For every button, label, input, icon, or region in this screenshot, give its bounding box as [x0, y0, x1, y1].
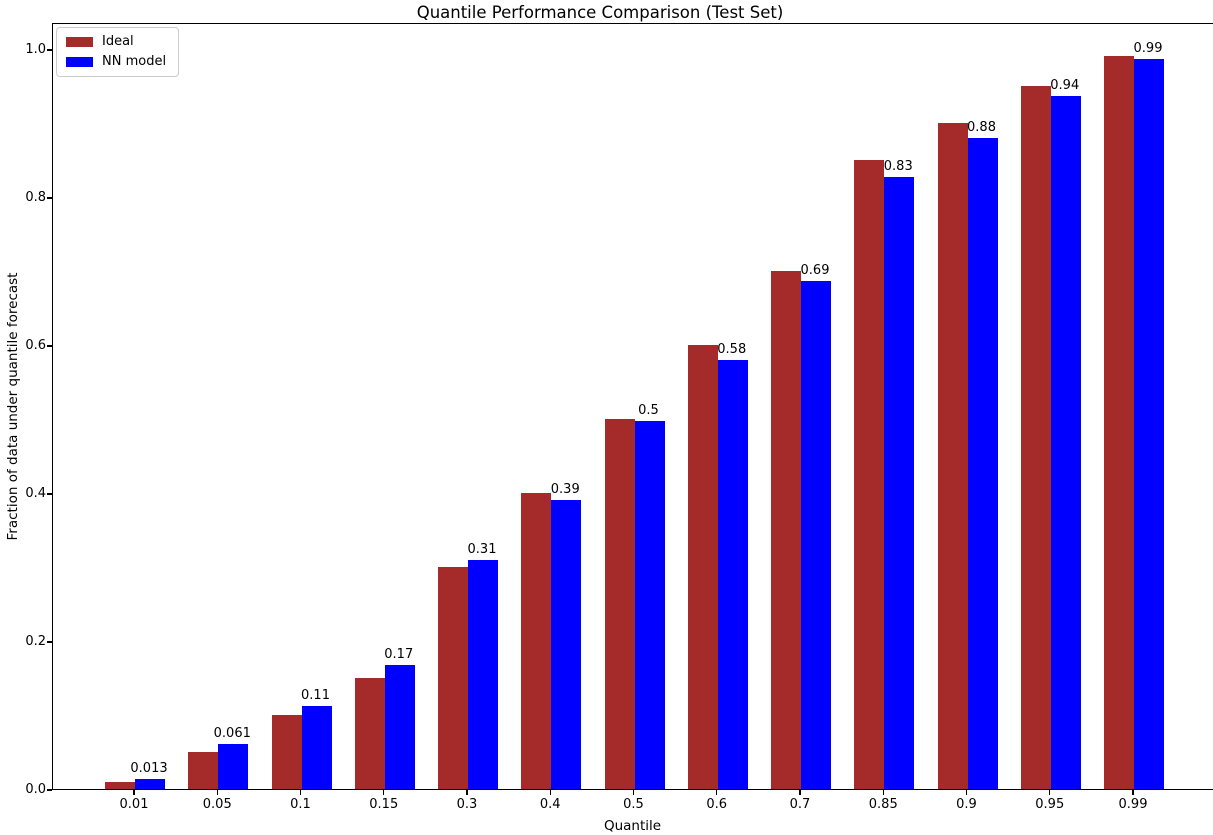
- x-tick-mark: [1049, 790, 1051, 795]
- bar-ideal: [188, 752, 219, 789]
- y-tick-mark: [47, 49, 52, 51]
- legend-swatch-ideal-icon: [66, 36, 93, 48]
- x-tick-mark: [549, 790, 551, 795]
- y-tick-label: 0.2: [25, 634, 46, 649]
- y-tick-label: 0.0: [25, 782, 46, 797]
- y-tick-mark: [47, 197, 52, 199]
- bar-nn-model: [551, 500, 582, 789]
- y-tick-mark: [47, 493, 52, 495]
- bar-ideal: [604, 419, 635, 789]
- bar-ideal: [1104, 56, 1134, 789]
- bar-nn-model: [1050, 96, 1081, 789]
- chart-title: Quantile Performance Comparison (Test Se…: [416, 3, 784, 22]
- bar-value-label: 0.061: [213, 725, 251, 741]
- x-tick-mark: [632, 790, 635, 795]
- bar-ideal: [1020, 86, 1051, 789]
- x-tick-label: 0.5: [623, 797, 644, 812]
- bar-ideal: [105, 781, 135, 789]
- bar-nn-model: [801, 280, 831, 789]
- y-axis-label: Fraction of data under quantile forecast: [4, 272, 21, 541]
- x-tick-mark: [466, 790, 468, 795]
- bar-value-label: 0.17: [384, 646, 414, 662]
- bar-value-label: 0.39: [550, 482, 580, 498]
- bar-nn-model: [468, 559, 498, 789]
- bar-value-label: 0.58: [717, 341, 747, 357]
- bar-value-label: 0.31: [467, 541, 497, 557]
- bar-nn-model: [1134, 58, 1164, 789]
- bar-nn-model: [884, 177, 915, 789]
- bar-nn-model: [135, 779, 165, 789]
- plot-area: [52, 23, 1213, 790]
- x-tick-mark: [1132, 790, 1134, 795]
- x-tick-mark: [882, 790, 884, 795]
- legend: Ideal NN model: [56, 27, 179, 77]
- bar-value-label: 0.88: [967, 119, 996, 135]
- bar-ideal: [771, 271, 801, 789]
- y-tick-label: 0.4: [25, 486, 46, 501]
- x-tick-label: 0.9: [956, 797, 977, 812]
- y-tick-label: 1.0: [25, 42, 46, 57]
- x-tick-label: 0.85: [868, 797, 898, 812]
- bar-ideal: [271, 715, 302, 789]
- x-tick-mark: [383, 790, 385, 795]
- bar-ideal: [438, 567, 468, 789]
- bar-value-label: 0.83: [883, 159, 913, 175]
- x-tick-label: 0.6: [706, 797, 728, 812]
- legend-item-nn-model: NN model: [66, 54, 178, 70]
- x-tick-label: 0.99: [1118, 797, 1148, 812]
- bar-ideal: [354, 678, 385, 789]
- x-tick-label: 0.7: [789, 797, 811, 812]
- y-tick-label: 0.8: [25, 190, 46, 205]
- x-tick-mark: [965, 790, 968, 795]
- x-tick-label: 0.01: [119, 797, 149, 812]
- x-tick-mark: [799, 790, 801, 795]
- bar-nn-model: [218, 743, 249, 789]
- x-tick-label: 0.3: [456, 797, 478, 812]
- legend-swatch-nn-model-icon: [66, 56, 93, 68]
- bar-nn-model: [634, 421, 665, 789]
- x-axis-label: Quantile: [603, 818, 662, 834]
- x-tick-label: 0.1: [290, 797, 311, 812]
- x-tick-mark: [716, 790, 718, 795]
- y-tick-mark: [47, 641, 52, 643]
- x-tick-label: 0.4: [539, 797, 561, 812]
- bar-value-label: 0.94: [1050, 78, 1080, 94]
- x-tick-label: 0.95: [1035, 797, 1065, 812]
- legend-item-ideal: Ideal: [66, 34, 178, 50]
- bar-ideal: [521, 493, 552, 789]
- y-tick-mark: [47, 789, 52, 791]
- x-tick-mark: [133, 790, 135, 795]
- bar-nn-model: [384, 664, 415, 789]
- bar-nn-model: [301, 706, 332, 789]
- x-tick-label: 0.15: [369, 797, 399, 812]
- bar-value-label: 0.69: [800, 262, 830, 278]
- bar-ideal: [687, 345, 718, 789]
- bar-nn-model: [717, 359, 748, 789]
- bar-value-label: 0.11: [301, 688, 330, 704]
- x-tick-mark: [216, 790, 218, 795]
- bar-nn-model: [967, 137, 998, 789]
- x-tick-label: 0.05: [202, 797, 232, 812]
- bar-value-label: 0.99: [1133, 40, 1163, 56]
- bar-ideal: [937, 123, 968, 789]
- legend-label-nn-model: NN model: [102, 54, 167, 69]
- bar-ideal: [854, 160, 885, 789]
- y-tick-mark: [47, 345, 52, 347]
- bar-value-label: 0.5: [638, 403, 659, 419]
- x-tick-mark: [299, 790, 302, 795]
- y-tick-label: 0.6: [25, 338, 46, 353]
- legend-label-ideal: Ideal: [102, 34, 134, 49]
- bar-value-label: 0.013: [130, 761, 168, 777]
